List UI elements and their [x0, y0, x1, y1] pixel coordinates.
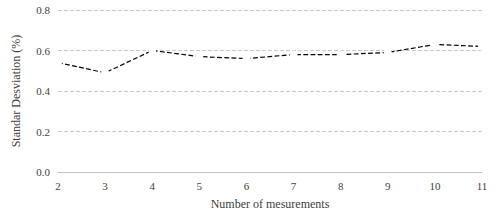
svg-text:9: 9 [385, 180, 391, 192]
svg-text:0.8: 0.8 [36, 4, 50, 16]
svg-text:0.6: 0.6 [36, 45, 50, 57]
svg-text:0.2: 0.2 [36, 126, 50, 138]
svg-text:7: 7 [291, 180, 297, 192]
svg-text:4: 4 [149, 180, 155, 192]
svg-text:3: 3 [102, 180, 108, 192]
svg-text:Standar Desviation (%): Standar Desviation (%) [9, 35, 23, 148]
svg-text:0.0: 0.0 [36, 166, 50, 178]
svg-text:5: 5 [197, 180, 203, 192]
svg-text:2: 2 [55, 180, 61, 192]
svg-text:Number of mesurements: Number of mesurements [211, 197, 330, 211]
svg-text:0.4: 0.4 [36, 85, 50, 97]
svg-text:11: 11 [477, 180, 488, 192]
svg-text:8: 8 [338, 180, 344, 192]
svg-text:10: 10 [429, 180, 441, 192]
svg-text:6: 6 [244, 180, 250, 192]
